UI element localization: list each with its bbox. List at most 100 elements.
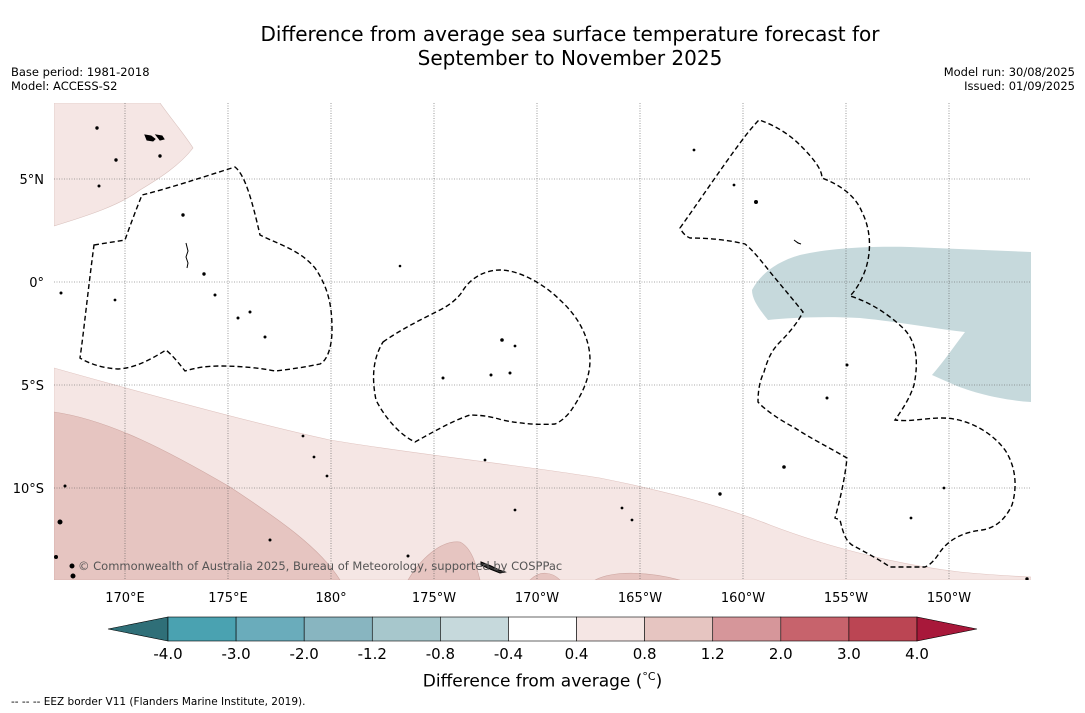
island-28 xyxy=(718,492,722,496)
island-5 xyxy=(95,126,99,130)
lon-label-175w: 175°W xyxy=(412,591,456,606)
island-11 xyxy=(236,316,240,320)
eez-borders xyxy=(79,119,1016,568)
island-7 xyxy=(181,213,185,217)
island-43 xyxy=(406,554,410,558)
colorbar-segment xyxy=(508,616,577,642)
island-17 xyxy=(441,376,445,380)
colorbar-segment xyxy=(235,616,305,642)
island-24 xyxy=(732,183,736,187)
island-36 xyxy=(268,538,272,542)
lon-label-160w: 160°W xyxy=(721,591,765,606)
island-32 xyxy=(630,518,634,522)
island-25 xyxy=(825,396,829,400)
colorbar-segment xyxy=(371,616,441,642)
colorbar-tick-label: 0.4 xyxy=(565,645,589,663)
anomaly-region-warm-patch-2 xyxy=(529,572,561,580)
lon-label-170e: 170°E xyxy=(105,591,145,606)
map-plot-area xyxy=(54,103,1031,580)
lat-label-10s: 10°S xyxy=(13,482,44,497)
island-21 xyxy=(754,200,758,204)
island-22 xyxy=(793,239,802,245)
colorbar-tick-label: 1.2 xyxy=(701,645,725,663)
lon-label-170w: 170°W xyxy=(515,591,559,606)
metadata-right: Model run: 30/08/2025 Issued: 01/09/2025 xyxy=(944,65,1075,93)
lat-label-5n: 5°N xyxy=(20,173,45,188)
lon-label-155w: 155°W xyxy=(824,591,868,606)
island-23 xyxy=(692,148,696,152)
island-3 xyxy=(158,154,162,158)
copyright-credit: © Commonwealth of Australia 2025, Bureau… xyxy=(78,559,563,573)
island-8 xyxy=(185,242,189,269)
anomaly-region-warm-patch-3 xyxy=(594,572,681,580)
colorbar-segment xyxy=(576,616,645,642)
colorbar-segment xyxy=(303,616,373,642)
lat-label-0: 0° xyxy=(29,276,44,291)
latitude-labels: 5°N 0° 5°S 10°S xyxy=(13,173,44,497)
island-13 xyxy=(263,335,267,339)
island-45 xyxy=(513,508,517,512)
island-37 xyxy=(63,484,67,488)
colorbar-segment xyxy=(644,616,714,642)
map-title: Difference from average sea surface temp… xyxy=(0,22,1085,70)
colorbar-label: Difference from average (°C) xyxy=(0,670,1085,692)
model-name: Model: ACCESS-S2 xyxy=(11,79,118,93)
island-42 xyxy=(480,561,507,574)
eez-border-phoenix-tokelau xyxy=(372,269,591,443)
anomaly-region-warm-southwest xyxy=(54,411,341,580)
island-18 xyxy=(489,373,493,377)
island-16 xyxy=(500,338,504,342)
colorbar-tick-label: -0.8 xyxy=(426,645,455,663)
eez-border-line-islands-north xyxy=(679,119,1016,568)
island-26 xyxy=(845,363,849,367)
lon-label-165w: 165°W xyxy=(618,591,662,606)
island-30 xyxy=(909,516,913,520)
island-10 xyxy=(213,293,217,297)
island-2 xyxy=(154,134,165,141)
issued-date: Issued: 01/09/2025 xyxy=(964,79,1075,93)
eez-border-kiribati-gilbert-tuvalu xyxy=(79,166,333,372)
colorbar-arrow-high xyxy=(916,616,978,642)
lon-label-180: 180° xyxy=(315,591,346,606)
eez-legend: -- -- -- EEZ border V11 (Flanders Marine… xyxy=(11,696,306,708)
colorbar-tick-label: 3.0 xyxy=(837,645,861,663)
colorbar-tick-label: -1.2 xyxy=(358,645,387,663)
lon-label-175e: 175°E xyxy=(208,591,248,606)
colorbar-tick-label: 4.0 xyxy=(905,645,929,663)
lat-label-5s: 5°S xyxy=(21,379,44,394)
island-1 xyxy=(144,134,156,142)
island-40 xyxy=(69,563,75,569)
island-31 xyxy=(620,506,624,510)
colorbar-segment xyxy=(848,616,918,642)
colorbar-tick-label: -0.4 xyxy=(494,645,523,663)
island-20 xyxy=(513,344,517,348)
island-6 xyxy=(97,184,101,188)
colorbar-label-unit: °C xyxy=(642,670,656,683)
island-27 xyxy=(782,465,786,469)
colorbar-label-prefix: Difference from average ( xyxy=(422,671,643,692)
island-9 xyxy=(202,272,206,276)
colorbar-tick-label: -4.0 xyxy=(153,645,182,663)
island-14 xyxy=(59,291,63,295)
colorbar-segment xyxy=(780,616,850,642)
anomaly-region-warm-patch-1 xyxy=(407,541,481,580)
colorbar-arrow-low xyxy=(107,616,169,642)
island-33 xyxy=(301,434,305,438)
island-4 xyxy=(114,158,118,162)
island-41 xyxy=(70,573,76,579)
anomaly-region-light-warm-northwest xyxy=(54,103,194,227)
island-47 xyxy=(1025,577,1029,580)
island-46 xyxy=(398,264,402,268)
anomaly-region-light-warm-south xyxy=(54,367,1031,580)
colorbar-segment xyxy=(167,616,237,642)
colorbar-segment xyxy=(440,616,509,642)
island-29 xyxy=(942,486,946,490)
island-34 xyxy=(312,455,316,459)
colorbar: -4.0 -3.0 -2.0 -1.2 -0.8 -0.4 0.4 0.8 1.2 2.0 3.0 4… xyxy=(107,616,978,663)
model-run: Model run: 30/08/2025 xyxy=(943,65,1075,79)
island-12 xyxy=(248,310,252,314)
colorbar-tick-label: 0.8 xyxy=(633,645,657,663)
longitude-labels: 170°E 175°E 180° 175°W 170°W 165°W 160°W… xyxy=(105,591,971,606)
island-35 xyxy=(325,474,329,478)
